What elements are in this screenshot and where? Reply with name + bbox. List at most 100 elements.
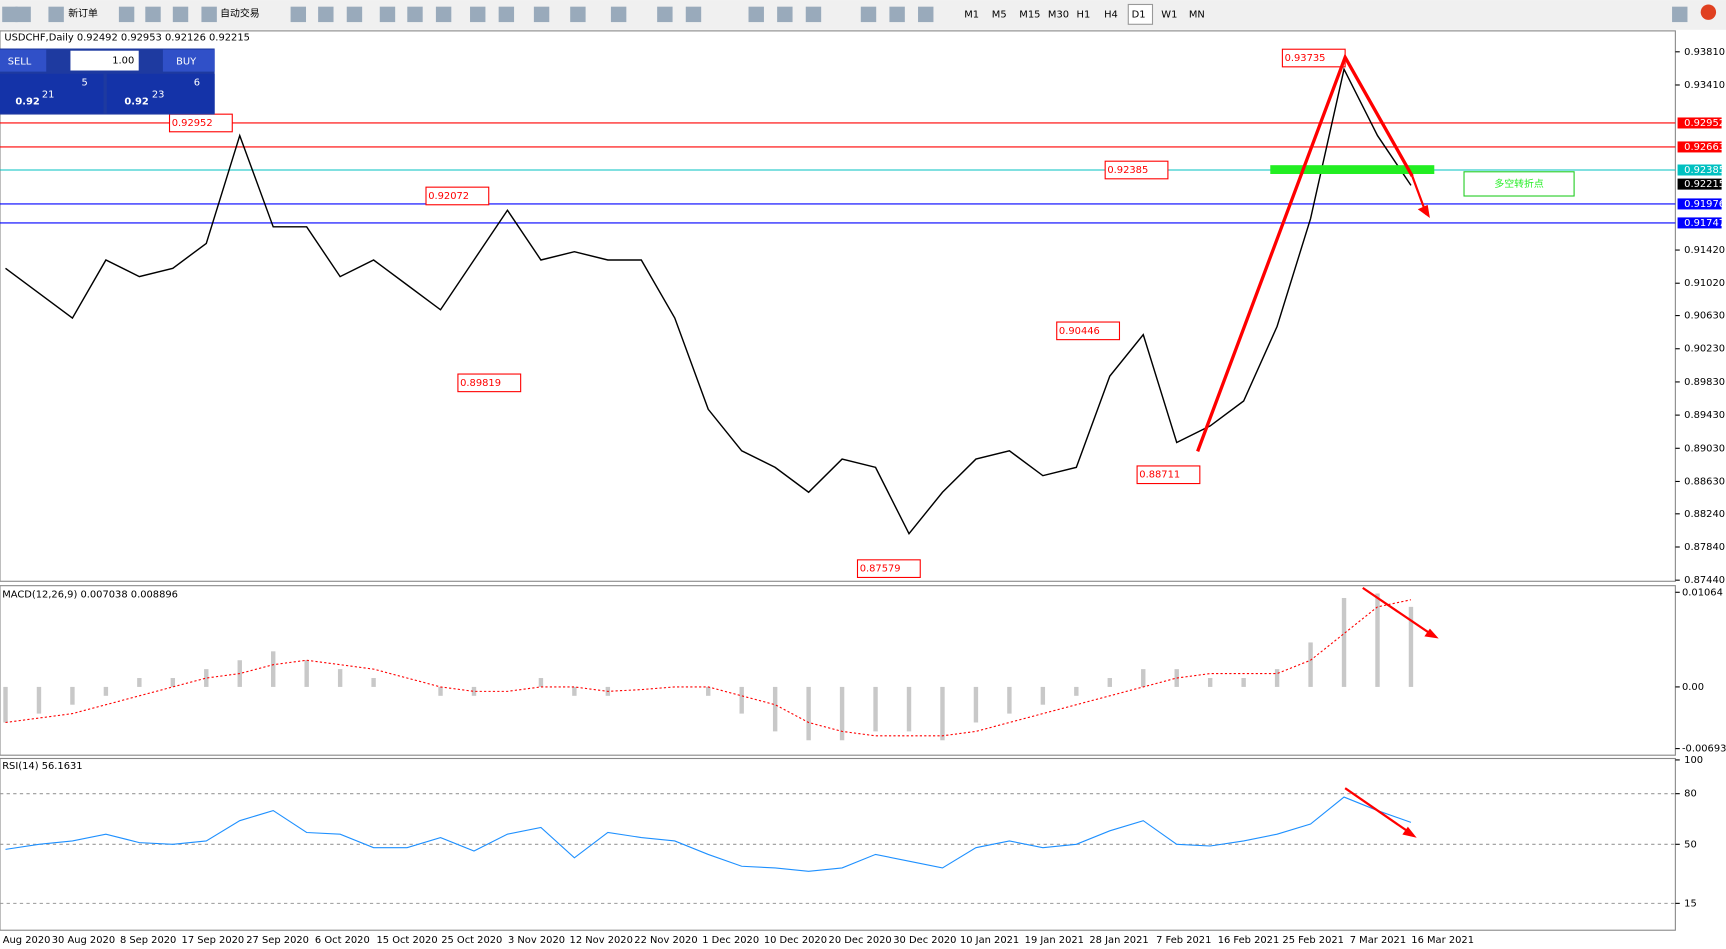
y-tick-label: 0.01064 <box>1682 587 1723 598</box>
icon[interactable] <box>918 6 934 23</box>
level-label: 0.91976 <box>1684 199 1725 210</box>
timeframe[interactable]: MN <box>1189 9 1205 20</box>
icon[interactable] <box>172 6 189 23</box>
icon[interactable] <box>201 6 217 23</box>
level-tag <box>1677 164 1722 176</box>
icon[interactable] <box>346 6 363 23</box>
buy-main: 23 <box>152 90 165 101</box>
note: 多空转折点 <box>1494 177 1544 190</box>
date-label: 1 Dec 2020 <box>702 935 759 946</box>
icon[interactable] <box>118 6 135 23</box>
level-tag <box>1677 198 1722 210</box>
chart-header: USDCHF,Daily 0.92492 0.92953 0.92126 0.9… <box>4 32 250 43</box>
rsi-line <box>5 796 1412 872</box>
y-tick-label: 0.00 <box>1682 682 1704 693</box>
timeframe[interactable]: M15 <box>1019 9 1040 20</box>
macd-bar <box>1040 686 1046 705</box>
arrow-head <box>1424 628 1439 639</box>
macd-bar <box>1408 606 1414 687</box>
date-label: 15 Oct 2020 <box>376 935 437 946</box>
icon[interactable] <box>470 6 486 23</box>
macd-bar <box>806 686 811 741</box>
sell-price[interactable] <box>0 73 104 114</box>
icon[interactable] <box>860 6 877 23</box>
price-panel <box>0 30 1676 582</box>
date-label: 25 Oct 2020 <box>441 935 502 946</box>
timeframe[interactable]: M5 <box>992 9 1007 20</box>
annotation: 0.87579 <box>860 564 901 575</box>
arrow <box>1362 586 1435 638</box>
y-tick-label: 0.89430 <box>1684 410 1725 421</box>
date-label: 30 Aug 2020 <box>52 935 115 946</box>
new-order[interactable]: 新订单 <box>68 6 98 19</box>
buy-price[interactable] <box>106 73 215 114</box>
timeframe[interactable]: M30 <box>1048 9 1069 20</box>
icon[interactable] <box>15 6 31 23</box>
macd-bar <box>1107 678 1112 687</box>
timeframe[interactable]: W1 <box>1161 9 1177 20</box>
timeframe[interactable]: H1 <box>1077 9 1091 20</box>
buy-big: 0.92 <box>124 96 149 107</box>
buy-button[interactable] <box>162 49 215 72</box>
icon[interactable] <box>685 6 702 23</box>
macd-bar <box>3 686 8 723</box>
level-label: 0.92215 <box>1684 179 1725 190</box>
icon[interactable] <box>379 6 396 23</box>
level-label: 0.92385 <box>1684 165 1725 176</box>
icon[interactable] <box>407 6 423 23</box>
macd-bar <box>1141 669 1146 687</box>
macd-bar <box>170 678 176 687</box>
date-label: 20 Aug 2020 <box>0 935 50 946</box>
icon[interactable] <box>657 6 673 23</box>
date-label: 12 Nov 2020 <box>570 935 633 946</box>
sell-button[interactable] <box>0 49 47 72</box>
timeframe[interactable]: M1 <box>964 9 979 20</box>
y-tick-label: 80 <box>1684 789 1697 800</box>
active-timeframe <box>1127 3 1154 25</box>
date-label: 27 Sep 2020 <box>246 935 309 946</box>
toolbar-icons <box>2 6 1688 23</box>
macd-bar <box>1074 686 1079 696</box>
date-label: 10 Jan 2021 <box>960 935 1019 946</box>
macd-bar <box>438 686 443 696</box>
icon[interactable] <box>610 6 627 23</box>
annotation: 0.90446 <box>1059 326 1100 337</box>
auto-trading[interactable]: 自动交易 <box>220 6 260 19</box>
y-tick-label: 0.88630 <box>1684 476 1725 487</box>
lot-field[interactable] <box>70 50 139 71</box>
icon[interactable] <box>777 6 793 23</box>
icon[interactable] <box>48 6 64 23</box>
macd-bar <box>1174 669 1179 687</box>
level-tag <box>1677 117 1722 129</box>
date-label: 22 Nov 2020 <box>634 935 697 946</box>
level-label: 0.91747 <box>1684 218 1725 229</box>
macd-bar <box>471 686 477 696</box>
icon[interactable] <box>805 6 822 23</box>
annotation-box <box>856 559 921 579</box>
macd-bar <box>873 686 878 732</box>
timeframe[interactable]: H4 <box>1104 9 1118 20</box>
macd-bar <box>1207 678 1213 687</box>
icon[interactable] <box>748 6 764 23</box>
icon[interactable] <box>318 6 334 23</box>
buy-label[interactable]: BUY <box>176 57 197 68</box>
icon[interactable] <box>570 6 586 23</box>
level-tag <box>1677 141 1722 153</box>
notification[interactable] <box>1700 4 1717 20</box>
icon[interactable] <box>290 6 307 23</box>
level-tag <box>1677 217 1722 229</box>
icon[interactable] <box>435 6 452 23</box>
sell-label[interactable]: SELL <box>8 57 32 68</box>
icon[interactable] <box>533 6 550 23</box>
icon[interactable] <box>498 6 515 23</box>
macd-bar <box>839 686 845 741</box>
search-icon[interactable] <box>1672 6 1688 23</box>
macd-label: MACD(12,26,9) 0.007038 0.008896 <box>2 589 178 600</box>
icon[interactable] <box>889 6 905 23</box>
icon[interactable] <box>2 6 18 23</box>
sell-big: 0.92 <box>15 96 40 107</box>
timeframe[interactable]: D1 <box>1132 9 1146 20</box>
lot[interactable]: 1.00 <box>112 56 134 67</box>
y-tick-label: 0.91420 <box>1684 245 1725 256</box>
icon[interactable] <box>145 6 161 23</box>
